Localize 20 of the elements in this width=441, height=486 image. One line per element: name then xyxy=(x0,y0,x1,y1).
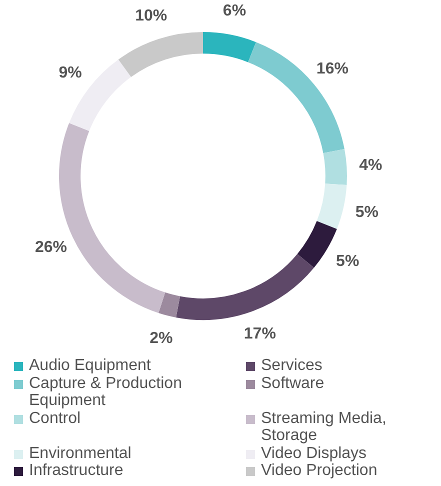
legend-label: Video Projection xyxy=(261,462,378,480)
data-label: 6% xyxy=(222,2,246,20)
data-label: 5% xyxy=(336,252,360,270)
legend-label: Streaming Media, Storage xyxy=(261,410,388,444)
data-label: 10% xyxy=(135,8,168,25)
legend-label: Audio Equipment xyxy=(29,357,151,374)
legend-label: Services xyxy=(261,357,322,374)
legend-label: Control xyxy=(29,410,81,427)
data-label: 5% xyxy=(355,204,379,222)
data-label: 26% xyxy=(34,238,68,256)
legend-label: Infrastructure xyxy=(29,462,124,480)
data-label: 16% xyxy=(316,60,348,78)
legend-label: Video Displays xyxy=(261,444,367,462)
data-label: 2% xyxy=(150,330,173,348)
legend-label: Capture & Production Equipment xyxy=(29,374,183,410)
data-label: 9% xyxy=(58,64,82,82)
legend-label: Environmental xyxy=(29,444,132,462)
data-label: 4% xyxy=(359,156,382,174)
legend-label: Software xyxy=(261,374,324,392)
data-label: 17% xyxy=(244,325,276,342)
